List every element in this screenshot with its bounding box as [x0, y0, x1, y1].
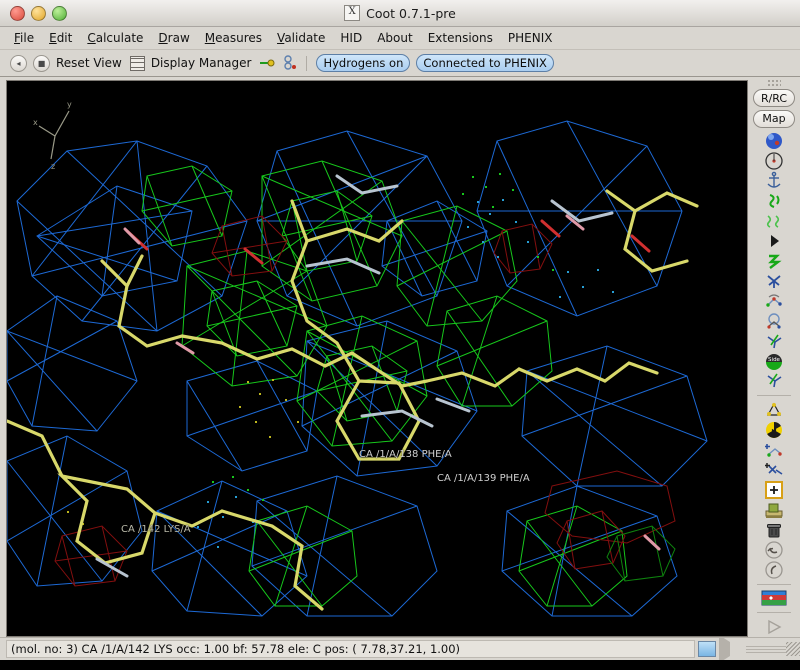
- display-manager-button[interactable]: Display Manager: [150, 56, 252, 70]
- sidebar-divider: [757, 394, 791, 396]
- menu-file[interactable]: FFileile: [14, 31, 35, 45]
- mutate-auto-fit-icon[interactable]: [758, 371, 790, 391]
- body-row: y x z CA /1/A/138 PHE/A CA /1/A/139 PHE/…: [0, 77, 800, 637]
- molecular-graphics-canvas[interactable]: y x z CA /1/A/138 PHE/A CA /1/A/139 PHE/…: [6, 80, 748, 637]
- refine-zone-icon[interactable]: [758, 251, 790, 271]
- back-arrow-icon[interactable]: ◂: [10, 54, 27, 72]
- trash-icon[interactable]: [758, 520, 790, 540]
- status-lines: [746, 645, 786, 653]
- ligand-flag-icon[interactable]: [758, 588, 790, 608]
- toolbar-separator: [306, 55, 308, 71]
- redo-icon[interactable]: [758, 560, 790, 580]
- menu-hid[interactable]: HID: [340, 31, 363, 45]
- app-icon: X: [344, 5, 361, 21]
- menu-draw[interactable]: Draw: [158, 31, 190, 45]
- status-bar: (mol. no: 3) CA /1/A/142 LYS occ: 1.00 b…: [0, 635, 800, 663]
- molecule-sphere-icon[interactable]: [281, 55, 297, 71]
- svg-text:y: y: [67, 100, 72, 109]
- svg-text:Side: Side: [768, 357, 781, 363]
- edit-chi-angles-icon[interactable]: [758, 291, 790, 311]
- atom-label-phe138: CA /1/A/138 PHE/A: [359, 449, 452, 460]
- map-button[interactable]: Map: [753, 110, 795, 128]
- window-title: Coot 0.7.1-pre: [366, 5, 456, 21]
- axis-indicator: y x z: [33, 100, 72, 171]
- menu-edit[interactable]: Edit: [49, 31, 73, 45]
- phenix-status-button[interactable]: Connected to PHENIX: [416, 54, 554, 72]
- status-message: (mol. no: 3) CA /1/A/142 LYS occ: 1.00 b…: [6, 640, 695, 658]
- close-button[interactable]: [10, 5, 25, 21]
- menu-extensions[interactable]: Extensions: [427, 31, 493, 45]
- menu-validate[interactable]: Validate: [277, 31, 326, 45]
- center-dot-icon[interactable]: ■: [33, 54, 50, 72]
- sidebar-divider-3: [757, 612, 791, 614]
- menu-bar[interactable]: FFileile Edit Calculate Draw Measures Va…: [0, 27, 800, 50]
- anchor-rigid-body-icon[interactable]: [758, 171, 790, 191]
- menu-calculate[interactable]: Calculate: [87, 31, 144, 45]
- pointer-arrow-icon[interactable]: [758, 231, 790, 251]
- add-terminal-residue-icon[interactable]: [758, 400, 790, 420]
- title-group: X Coot 0.7.1-pre: [0, 0, 800, 26]
- torsion-general-icon[interactable]: [758, 311, 790, 331]
- main-toolbar[interactable]: ◂ ■ Reset View Display Manager Hydrogens…: [0, 50, 800, 77]
- go-to-atom-icon[interactable]: [259, 55, 275, 71]
- minimize-button[interactable]: [31, 5, 46, 21]
- rotamer-icon[interactable]: [758, 191, 790, 211]
- delete-atom-icon[interactable]: [758, 460, 790, 480]
- add-alt-conf-icon[interactable]: [758, 420, 790, 440]
- rotate-translate-zone-icon[interactable]: [758, 151, 790, 171]
- title-bar[interactable]: X Coot 0.7.1-pre: [0, 0, 800, 27]
- atom-label-lys142: CA /142 LYS/A: [121, 524, 191, 535]
- menu-about[interactable]: About: [377, 31, 413, 45]
- menu-phenix[interactable]: PHENIX: [507, 31, 553, 45]
- hydrogens-toggle[interactable]: Hydrogens on: [316, 54, 411, 72]
- display-manager-icon[interactable]: [129, 55, 145, 71]
- svg-text:x: x: [33, 118, 38, 127]
- sphere-refine-icon[interactable]: [758, 131, 790, 151]
- desktop-background: [0, 660, 800, 670]
- play-triangle-icon[interactable]: [719, 635, 744, 663]
- atom-label-phe139: CA /1/A/139 PHE/A: [437, 473, 530, 484]
- add-water-icon[interactable]: [758, 440, 790, 460]
- sidebar-divider-2: [757, 583, 791, 585]
- side-chain-icon[interactable]: Side: [758, 351, 790, 371]
- clear-pending-icon[interactable]: [758, 500, 790, 520]
- add-plus-icon[interactable]: [758, 480, 790, 500]
- tool-sidebar: R/RC Map: [748, 77, 800, 637]
- flip-peptide-icon[interactable]: [758, 211, 790, 231]
- resize-grip-icon[interactable]: [786, 642, 800, 656]
- run-script-icon[interactable]: [758, 617, 790, 637]
- r-rc-button[interactable]: R/RC: [753, 89, 795, 108]
- regularize-zone-icon[interactable]: [758, 271, 790, 291]
- density-mesh: y x z: [7, 81, 727, 621]
- reset-view-button[interactable]: Reset View: [56, 56, 122, 70]
- blue-square-indicator[interactable]: [698, 641, 716, 657]
- undo-icon[interactable]: [758, 540, 790, 560]
- menu-measures[interactable]: Measures: [204, 31, 263, 45]
- edit-backbone-icon[interactable]: [758, 331, 790, 351]
- sidebar-drag-handle[interactable]: [767, 79, 781, 88]
- zoom-button[interactable]: [52, 5, 67, 21]
- window-controls[interactable]: [0, 5, 67, 21]
- svg-text:z: z: [51, 162, 55, 171]
